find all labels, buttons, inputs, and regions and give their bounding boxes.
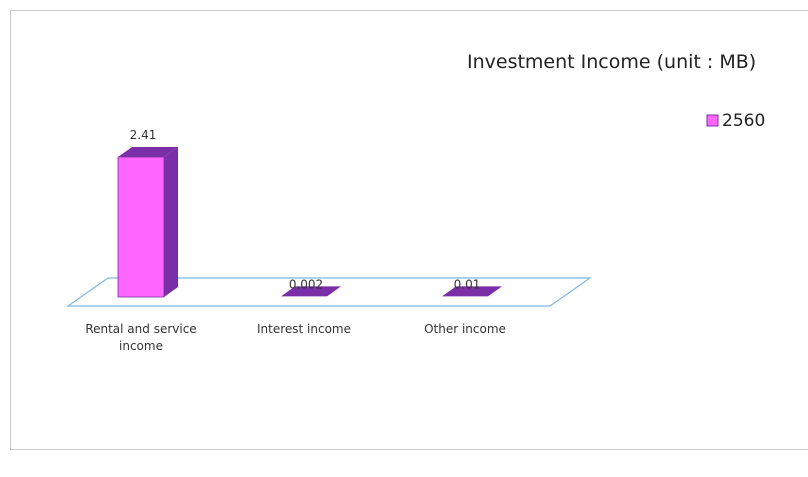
bar-2: 0.01 [442, 277, 502, 297]
category-label-2-line-0: Other income [424, 322, 506, 336]
bar-top-1 [281, 286, 341, 297]
data-label-2: 0.01 [454, 277, 481, 291]
bar-top-0 [118, 147, 178, 157]
chart-floor [66, 277, 592, 307]
bar-side-0 [164, 147, 178, 297]
bar-front-0 [117, 156, 165, 298]
data-label-1: 0.002 [289, 277, 323, 291]
legend-swatch-2560 [706, 114, 719, 127]
category-label-0-line-1: income [119, 339, 163, 353]
legend: 2560 [706, 111, 765, 131]
data-label-0: 2.41 [130, 128, 157, 142]
legend-label-2560: 2560 [722, 111, 765, 131]
bars-group: 2.41 0.002 0.01 [117, 128, 502, 298]
category-labels: Rental and service income Interest income O… [85, 322, 506, 353]
chart-frame [10, 10, 808, 450]
category-label-1-line-0: Interest income [257, 322, 351, 336]
bar-1: 0.002 [281, 277, 341, 297]
bar-0: 2.41 [117, 128, 178, 298]
bar-top-2 [442, 286, 502, 297]
category-label-0-line-0: Rental and service [85, 322, 196, 336]
chart-title: Investment Income (unit : MB) [467, 51, 756, 73]
